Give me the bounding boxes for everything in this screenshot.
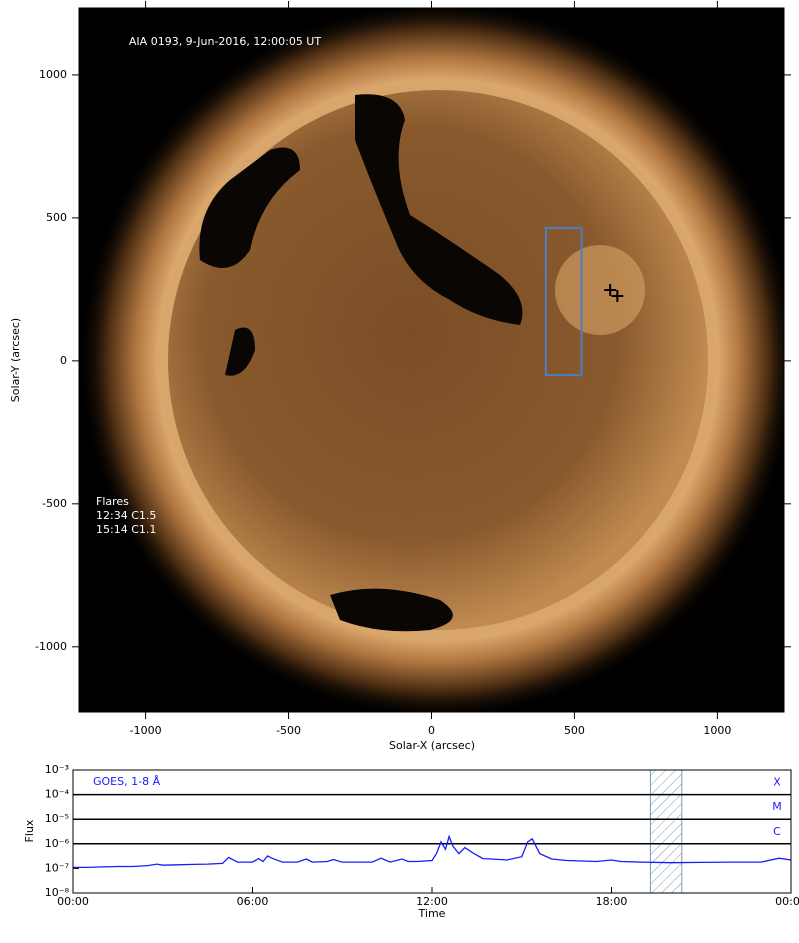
y-tick-label: -1000 [35, 640, 67, 653]
y-axis-label: Solar-Y (arcsec) [9, 318, 22, 402]
coronal-hole [330, 588, 453, 632]
y-tick-label: 10⁻⁷ [45, 861, 69, 874]
y-tick-label: -500 [42, 497, 67, 510]
y-tick-label: 500 [46, 211, 67, 224]
x-tick-label: -1000 [130, 724, 162, 737]
x-tick-label: 12:00 [416, 895, 448, 908]
legend-label: GOES, 1-8 Å [93, 775, 161, 788]
flare-marker [604, 283, 617, 296]
y-tick-label: 0 [60, 354, 67, 367]
solar-image [79, 8, 784, 712]
flux-line [73, 834, 792, 869]
plot-frame [72, 769, 792, 894]
y-tick-label: 10⁻⁸ [45, 886, 70, 899]
annotation: Flares [96, 495, 129, 508]
x-tick-label: 00:00 [775, 895, 799, 908]
annotation: 15:14 C1.1 [96, 523, 156, 536]
coronal-hole [355, 94, 523, 326]
highlight-band [649, 769, 683, 894]
x-tick-label: 18:00 [596, 895, 628, 908]
y-tick-label: 1000 [39, 68, 67, 81]
x-axis-label: Time [418, 907, 446, 920]
flare-marker [611, 289, 624, 302]
x-axis-label: Solar-X (arcsec) [389, 739, 475, 752]
annotation: 12:34 C1.5 [96, 509, 156, 522]
x-tick-label: 0 [428, 724, 435, 737]
y-tick-label: 10⁻⁴ [45, 788, 70, 801]
image-title: AIA 0193, 9-Jun-2016, 12:00:05 UT [129, 35, 321, 48]
y-tick-label: 10⁻⁵ [45, 812, 69, 825]
x-tick-label: 500 [564, 724, 585, 737]
solar-disk [168, 90, 708, 630]
x-tick-label: -500 [276, 724, 301, 737]
x-tick-label: 00:00 [57, 895, 89, 908]
active-region [555, 245, 645, 335]
class-label: M [772, 800, 782, 813]
y-tick-label: 10⁻⁶ [45, 837, 70, 850]
y-axis-label: Flux [23, 819, 36, 842]
class-label: C [773, 825, 781, 838]
y-tick-label: 10⁻³ [45, 763, 69, 776]
x-tick-label: 06:00 [237, 895, 269, 908]
coronal-hole [225, 327, 255, 376]
class-label: X [773, 776, 781, 789]
x-tick-label: 1000 [703, 724, 731, 737]
solar-panel: AIA 0193, 9-Jun-2016, 12:00:05 UT Flares… [9, 1, 791, 752]
goes-panel: Time Flux GOES, 1-8 Å XMC 00:00 06:00 12:00… [23, 763, 799, 920]
region-box [544, 226, 583, 377]
coronal-hole [199, 147, 300, 268]
